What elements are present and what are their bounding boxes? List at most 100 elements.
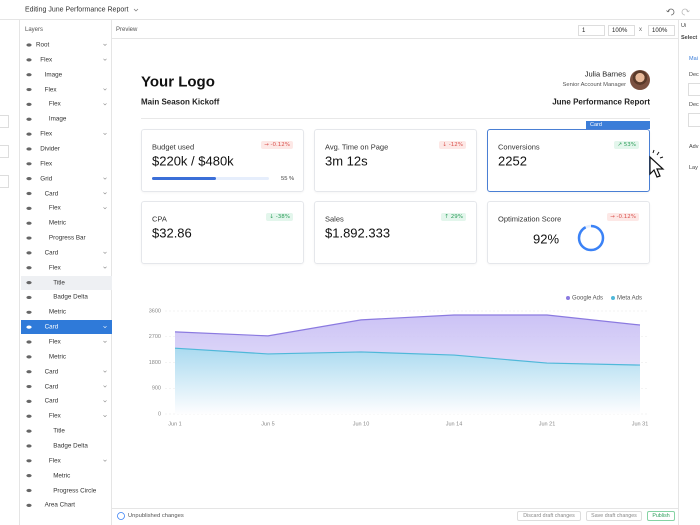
layer-label[interactable]: Title xyxy=(53,279,65,287)
legend-swatch xyxy=(611,296,615,300)
layer-label[interactable]: Flex xyxy=(48,100,61,108)
x-tick-label: Jun 5 xyxy=(261,421,274,427)
layer-label[interactable]: Card xyxy=(44,397,59,405)
badge-arrow: → xyxy=(610,214,617,220)
layer-label[interactable]: Metric xyxy=(53,472,71,480)
selection-label: Card xyxy=(590,122,602,128)
report-divider xyxy=(141,118,650,119)
report-title: June Performance Report xyxy=(552,97,650,107)
layer-label[interactable]: Divider xyxy=(40,145,60,153)
panel-label: Dec xyxy=(689,102,699,108)
footer-bar xyxy=(112,508,678,509)
layer-label[interactable]: Card xyxy=(44,383,59,391)
hovered-row xyxy=(21,275,112,290)
status-icon xyxy=(117,512,125,520)
badge-delta: → -0.12% xyxy=(261,141,293,149)
layer-label[interactable]: Title xyxy=(53,427,65,435)
layer-label[interactable]: Card xyxy=(44,368,59,376)
x-tick-label: Jun 21 xyxy=(539,421,556,427)
layer-label[interactable]: Progress Circle xyxy=(53,487,97,494)
line xyxy=(174,347,641,366)
left-strip xyxy=(0,20,20,525)
x-tick-label: Jun 31 xyxy=(632,421,649,427)
layer-label[interactable]: Root xyxy=(36,41,50,49)
button[interactable]: Publish xyxy=(647,511,675,521)
card-title: Conversions xyxy=(498,142,540,152)
layer-label[interactable]: Metric xyxy=(48,353,67,361)
badge-delta: ↓ -38% xyxy=(266,213,293,221)
input[interactable] xyxy=(0,145,9,158)
card[interactable]: CPA ↓ -38% $32.86 xyxy=(141,201,304,264)
x-tick-label: Jun 1 xyxy=(168,421,181,427)
badge-text: 53% xyxy=(623,142,636,148)
badge-arrow: ↓ xyxy=(442,142,449,148)
card-title: Sales xyxy=(325,214,344,224)
panel-input[interactable] xyxy=(688,83,700,96)
layer-label[interactable]: Flex xyxy=(48,204,61,212)
layer-label[interactable]: Flex xyxy=(44,86,57,94)
progress-label: 55 % xyxy=(281,175,295,182)
badge-text: -0.12% xyxy=(616,214,636,220)
panel-input[interactable] xyxy=(688,113,700,127)
editor-title: Editing June Performance Report xyxy=(25,6,129,14)
panel-label: Adv xyxy=(689,144,699,150)
cursor xyxy=(649,155,665,178)
card[interactable]: Conversions ↗ 53% 2252 xyxy=(487,129,650,192)
top-bar xyxy=(0,0,700,20)
y-tick-label: 900 xyxy=(152,386,161,392)
panel-label: Dec xyxy=(689,72,699,78)
card[interactable]: Budget used → -0.12% $220k / $480k 55 % xyxy=(141,129,304,192)
card-value: 3m 12s xyxy=(325,153,368,169)
layer-label[interactable]: Flex xyxy=(48,264,61,272)
layer-label[interactable]: Progress Bar xyxy=(48,234,86,242)
layer-label[interactable]: Flex xyxy=(40,56,53,64)
page-input[interactable]: 1 xyxy=(578,25,605,36)
layer-label[interactable]: Flex xyxy=(48,338,61,346)
card[interactable]: Sales ↑ 29% $1.892.333 xyxy=(314,201,477,264)
area xyxy=(175,348,640,414)
input[interactable] xyxy=(0,115,9,128)
card-title: Optimization Score xyxy=(498,214,562,224)
area xyxy=(175,315,640,414)
zoom-input[interactable]: 100% xyxy=(648,25,675,36)
button[interactable]: Save draft changes xyxy=(586,511,642,521)
layer-label[interactable]: Card xyxy=(44,190,59,197)
y-tick-label: 1800 xyxy=(149,360,161,366)
layer-label[interactable]: Metric xyxy=(48,219,67,227)
layer-label[interactable]: Flex xyxy=(48,412,61,420)
layer-label[interactable]: Grid xyxy=(40,175,53,183)
card[interactable]: Optimization Score → -0.12% 92% xyxy=(487,201,650,264)
card[interactable]: Avg. Time on Page ↓ -12% 3m 12s xyxy=(314,129,477,192)
badge-delta: → -0.12% xyxy=(607,213,639,221)
badge-delta: ↑ 29% xyxy=(441,213,466,221)
card-value: $1.892.333 xyxy=(325,225,391,241)
layer-label[interactable]: Area Chart xyxy=(44,501,76,509)
layer-label[interactable]: Flex xyxy=(40,130,53,138)
button[interactable]: Discard draft changes xyxy=(517,511,581,521)
panel-label: Lay xyxy=(689,165,698,171)
layer-label[interactable]: Image xyxy=(44,71,63,79)
layer-label[interactable]: Flex xyxy=(40,160,53,168)
y-tick-label: 3600 xyxy=(149,308,161,314)
zoom-input[interactable]: 100% xyxy=(608,25,635,36)
preview-title: Preview xyxy=(116,27,138,33)
line xyxy=(174,314,641,337)
layer-label[interactable]: Card xyxy=(44,323,59,331)
badge-delta: ↓ -12% xyxy=(439,141,466,149)
subtitle: Main Season Kickoff xyxy=(141,97,220,107)
layer-label[interactable]: Badge Delta xyxy=(53,442,88,450)
badge-text: -0.12% xyxy=(270,142,290,148)
layer-label[interactable]: Image xyxy=(48,115,67,123)
layer-label[interactable]: Card xyxy=(44,249,59,257)
badge-arrow: ↓ xyxy=(269,214,276,220)
layers-title: Layers xyxy=(25,27,44,33)
legend-label: Google Ads xyxy=(572,296,603,302)
input[interactable] xyxy=(0,175,9,188)
layer-label[interactable]: Flex xyxy=(48,457,61,465)
progress-bar xyxy=(152,177,217,180)
layer-label[interactable]: Metric xyxy=(48,308,67,316)
layer-label[interactable]: Badge Delta xyxy=(53,293,88,301)
badge-delta: ↗ 53% xyxy=(614,141,639,149)
card-value: 2252 xyxy=(498,153,527,169)
